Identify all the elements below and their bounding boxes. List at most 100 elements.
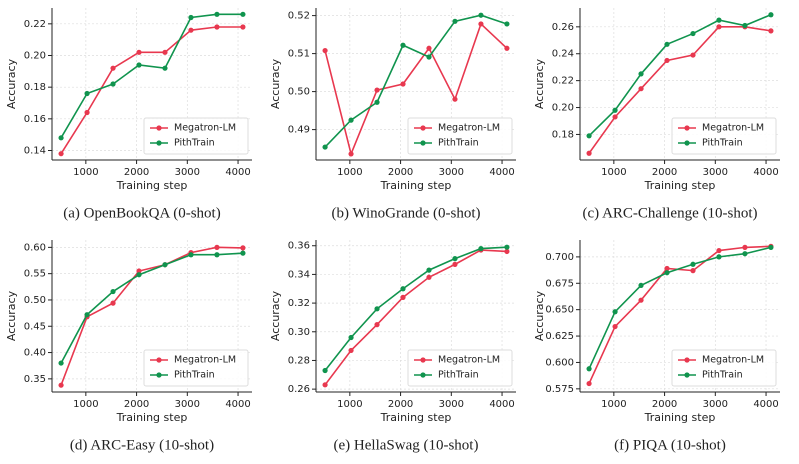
legend-label: Megatron-LM	[174, 123, 236, 134]
data-point	[348, 334, 354, 341]
data-point	[742, 22, 748, 29]
y-tick-label: 0.60	[24, 242, 46, 253]
data-point	[162, 49, 168, 55]
data-point	[374, 306, 380, 312]
x-tick-label: 2000	[388, 399, 413, 410]
y-tick-label: 0.40	[24, 348, 46, 359]
legend-marker	[156, 357, 162, 363]
x-tick-label: 3000	[439, 399, 464, 410]
series-line	[588, 13, 772, 137]
data-point	[322, 144, 328, 150]
y-tick-label: 0.675	[545, 278, 574, 289]
legend-label: Megatron-LM	[702, 123, 764, 134]
data-point	[638, 297, 644, 303]
data-point	[478, 246, 484, 252]
y-tick-label: 0.50	[24, 295, 46, 306]
data-point	[240, 250, 246, 256]
data-point	[768, 12, 774, 18]
legend-marker	[684, 357, 690, 363]
x-tick-label: 4000	[225, 399, 250, 410]
data-point	[214, 252, 220, 258]
series-line	[60, 246, 243, 386]
data-point	[214, 244, 220, 250]
data-point	[716, 254, 722, 260]
data-point	[716, 17, 722, 23]
data-point	[136, 49, 142, 55]
y-tick-label: 0.28	[288, 355, 310, 366]
y-tick-label: 0.14	[24, 146, 46, 157]
data-point	[348, 347, 354, 354]
x-tick-label: 2000	[652, 399, 677, 410]
caption: (a) OpenBookQA (0-shot)	[63, 205, 220, 221]
y-axis-label: Accuracy	[5, 290, 18, 341]
data-point	[348, 151, 354, 157]
x-tick-label: 4000	[753, 167, 778, 178]
y-tick-label: 0.35	[24, 374, 46, 385]
x-tick-label: 3000	[703, 167, 728, 178]
data-point	[768, 244, 774, 250]
data-point	[742, 244, 748, 250]
data-point	[716, 24, 722, 30]
series-line	[324, 22, 508, 157]
y-tick-label: 0.49	[288, 125, 310, 136]
y-tick-label: 0.16	[24, 114, 46, 125]
data-point	[188, 27, 194, 33]
legend-label: Megatron-LM	[438, 123, 500, 134]
y-tick-label: 0.55	[24, 269, 46, 280]
data-point	[188, 252, 194, 258]
y-tick-label: 0.34	[288, 269, 310, 280]
data-point	[136, 272, 142, 278]
y-tick-label: 0.22	[552, 76, 574, 87]
y-tick-label: 0.20	[24, 51, 46, 62]
legend-label: PithTrain	[702, 370, 743, 381]
data-point	[426, 267, 432, 273]
data-point	[400, 42, 406, 48]
series-line	[324, 249, 507, 386]
y-tick-label: 0.20	[552, 103, 574, 114]
y-axis-label: Accuracy	[533, 58, 546, 109]
x-axis-label: Training step	[380, 411, 452, 424]
y-tick-label: 0.18	[24, 82, 46, 93]
legend-label: Megatron-LM	[174, 355, 236, 366]
data-point	[348, 117, 354, 123]
data-point	[452, 18, 458, 24]
data-point	[504, 244, 510, 250]
data-point	[586, 150, 592, 156]
x-tick-label: 2000	[388, 167, 413, 178]
data-point	[58, 151, 64, 157]
data-point	[664, 270, 670, 276]
series-line	[60, 26, 243, 155]
data-point	[400, 294, 406, 300]
data-point	[322, 47, 328, 54]
x-tick-label: 2000	[124, 167, 149, 178]
data-point	[374, 322, 380, 328]
data-point	[214, 24, 220, 30]
x-tick-label: 1000	[601, 399, 626, 410]
series-line	[588, 245, 771, 384]
x-tick-label: 3000	[175, 399, 200, 410]
data-point	[240, 24, 246, 30]
caption: (e) HellaSwag (10-shot)	[334, 437, 479, 453]
x-tick-label: 1000	[601, 167, 626, 178]
y-tick-label: 0.18	[552, 129, 574, 140]
legend-marker	[420, 125, 426, 131]
data-point	[374, 87, 380, 93]
legend-box	[143, 117, 249, 155]
y-tick-label: 0.26	[288, 384, 310, 395]
data-point	[240, 11, 246, 17]
data-point	[452, 261, 458, 267]
data-point	[452, 96, 458, 102]
y-tick-label: 0.650	[545, 305, 574, 316]
series-line	[60, 13, 243, 139]
data-point	[400, 286, 406, 292]
legend-marker	[156, 372, 162, 378]
data-point	[426, 45, 432, 51]
data-point	[586, 133, 592, 139]
series-line	[324, 246, 507, 371]
data-point	[426, 54, 432, 60]
x-tick-label: 1000	[73, 399, 98, 410]
data-point	[664, 265, 670, 272]
x-tick-label: 2000	[124, 399, 149, 410]
data-point	[162, 65, 168, 71]
